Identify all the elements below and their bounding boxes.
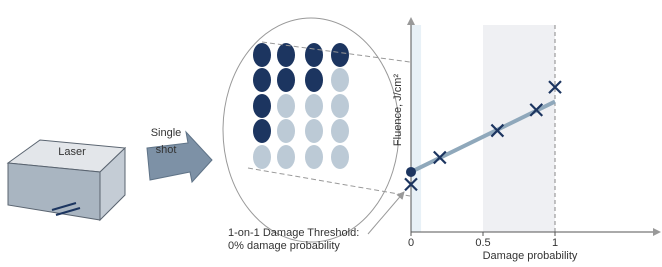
x-axis-label: Damage probability	[483, 250, 578, 262]
diagram: Laser Single shot 1-on-1 Damage Threshol…	[0, 0, 662, 267]
spot	[253, 43, 271, 67]
arrow-label: shot	[156, 144, 177, 156]
band	[411, 25, 421, 232]
spot	[305, 145, 323, 169]
x-tick-label: 0.5	[475, 237, 490, 249]
spot	[331, 94, 349, 118]
annotation: 1-on-1 Damage Threshold:	[228, 227, 359, 239]
spot	[331, 43, 349, 67]
shot-arrow	[147, 132, 212, 182]
spot	[253, 145, 271, 169]
laser-front	[8, 163, 100, 220]
spot	[305, 119, 323, 143]
spot	[253, 119, 271, 143]
spot	[253, 68, 271, 92]
spot	[277, 94, 295, 118]
spot	[305, 43, 323, 67]
threshold-point	[406, 167, 416, 177]
laser-label: Laser	[58, 146, 86, 158]
spot	[277, 119, 295, 143]
spot	[305, 94, 323, 118]
arrow-label: Single	[151, 127, 182, 139]
spot	[277, 145, 295, 169]
spot	[277, 43, 295, 67]
y-axis-label: Fluence, J/cm²	[392, 74, 404, 146]
x-tick-label: 1	[552, 237, 558, 249]
spot	[331, 145, 349, 169]
spot	[331, 119, 349, 143]
spot	[253, 94, 271, 118]
x-tick-label: 0	[408, 237, 414, 249]
spot	[331, 68, 349, 92]
spot	[277, 68, 295, 92]
annotation: 0% damage probability	[228, 240, 340, 252]
spot	[305, 68, 323, 92]
